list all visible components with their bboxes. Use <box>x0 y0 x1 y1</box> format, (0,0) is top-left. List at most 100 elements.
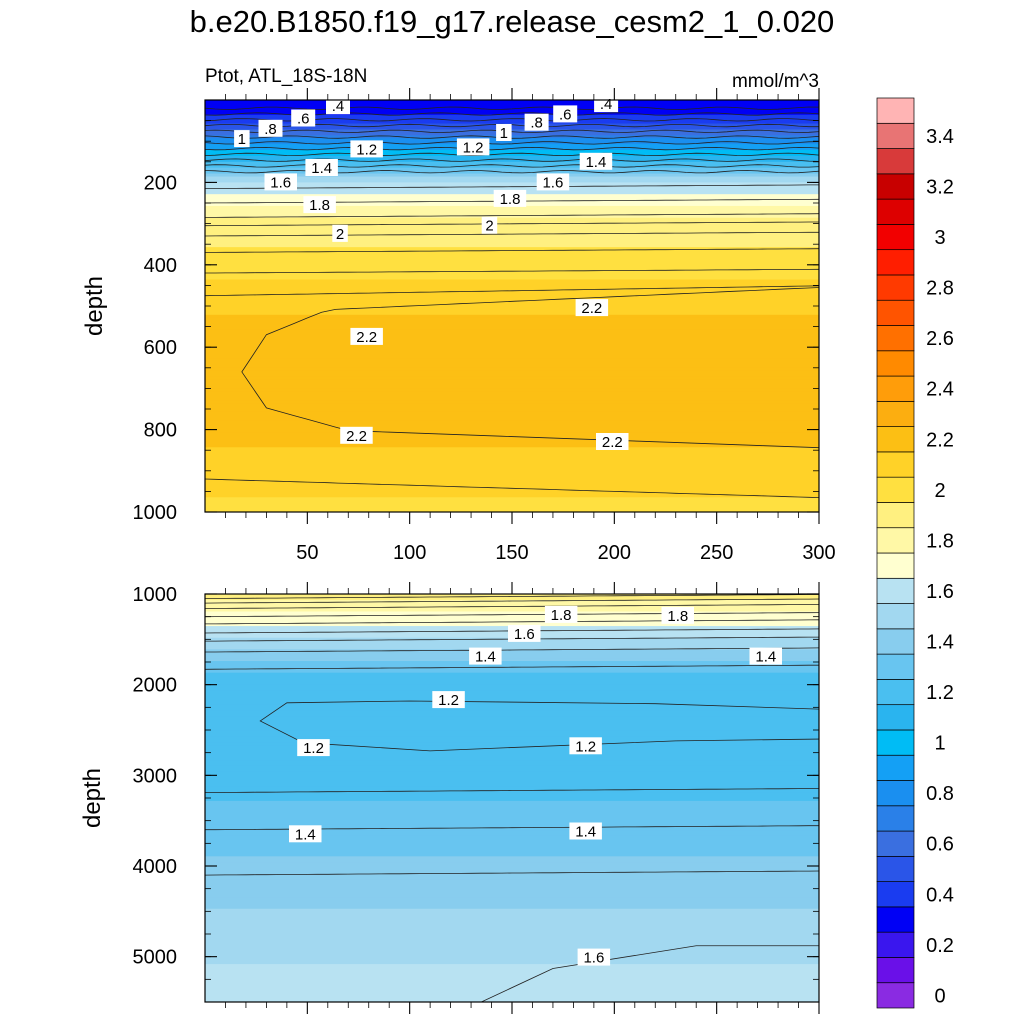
colorbar-tick-label: 3.4 <box>926 126 954 148</box>
contour-label-text: 1.8 <box>309 197 330 214</box>
contour-label: 1 <box>496 124 512 142</box>
contour-label-text: 1.2 <box>303 740 324 757</box>
contour-label: 1.4 <box>569 822 602 841</box>
contour-label: 1.4 <box>749 647 782 666</box>
contour-label: .8 <box>258 119 283 138</box>
y-tick-label: 800 <box>144 420 177 442</box>
chart-subtitle-units: mmol/m^3 <box>732 71 819 92</box>
contour-label-text: 2.2 <box>581 300 602 317</box>
colorbar-swatch <box>876 426 915 453</box>
colorbar-swatch <box>876 375 915 402</box>
y-tick-label: 600 <box>144 337 177 359</box>
contour-label-text: 1.2 <box>463 139 484 156</box>
colorbar-swatch <box>876 729 915 756</box>
lower-panel: 1.8 1.8 1.6 1.4 1.4 1.2 1.2 1.2 1.4 1.4 1.6 1000 20… <box>79 582 820 1014</box>
contour-label-text: 1 <box>500 125 508 142</box>
y-tick-label: 1000 <box>133 584 178 606</box>
colorbar-swatch <box>876 400 915 427</box>
colorbar-swatch <box>876 982 915 1009</box>
colorbar-swatch <box>876 122 915 149</box>
contour-label-text: .4 <box>600 96 613 113</box>
colorbar-tick-label: 2.8 <box>926 278 954 300</box>
contour-label: 1.8 <box>303 196 336 214</box>
y-tick-label: 3000 <box>133 765 178 787</box>
colorbar-tick-label: 1.4 <box>926 632 954 654</box>
chart-subtitle-variable: Ptot, ATL_18S-18N <box>205 66 367 87</box>
contour-label: 1.8 <box>544 605 578 624</box>
colorbar-swatch <box>876 653 915 680</box>
colorbar-swatch <box>876 704 915 731</box>
contour-label-text: 1.8 <box>667 608 688 625</box>
colorbar-swatch <box>876 957 915 984</box>
contour-label-text: 2.2 <box>346 428 367 445</box>
contour-label: .4 <box>326 97 350 115</box>
colorbar-swatch <box>876 249 915 276</box>
colorbar-swatch <box>876 224 915 251</box>
upper-y-axis-label: depth <box>81 276 108 336</box>
contour-label: .6 <box>553 105 578 123</box>
colorbar-swatch <box>876 679 915 706</box>
lower-contour-labels: 1.8 1.8 1.6 1.4 1.4 1.2 1.2 1.2 1.4 1.4 1.6 <box>289 605 782 967</box>
contour-label: 2.2 <box>575 299 609 317</box>
y-tick-label: 400 <box>144 255 177 277</box>
contour-label-text: .6 <box>297 111 310 128</box>
contour-label-text: .4 <box>332 98 345 115</box>
upper-panel: .4 .6 .8 1 1.2 1.4 1.6 1.8 2 2.2 2.2 .4 .6 .8 1 1.2 1.4 1… <box>81 88 836 564</box>
contour-label: 1.8 <box>493 189 527 208</box>
y-tick-label: 4000 <box>133 856 178 878</box>
contour-label: 2.2 <box>596 433 629 451</box>
contour-label: 1.6 <box>577 948 611 967</box>
contour-label-text: 1 <box>238 131 246 148</box>
colorbar-swatch <box>876 754 915 781</box>
contour-label: 1.4 <box>579 152 613 171</box>
contour-label: 1.4 <box>305 159 338 177</box>
colorbar-swatch <box>876 325 915 352</box>
colorbar-swatch <box>876 906 915 933</box>
contour-label-text: 2.2 <box>356 329 377 346</box>
colorbar-tick-label: 1.8 <box>926 530 954 552</box>
contour-label: 2.2 <box>350 327 383 346</box>
contour-label: 1.2 <box>432 691 465 709</box>
contour-label-text: 2 <box>336 226 344 243</box>
contour-label-text: 1.8 <box>551 607 572 624</box>
upper-contour-labels: .4 .6 .8 1 1.2 1.4 1.6 1.8 2 2.2 2.2 .4 .6 .8 1 1.2 1.4 1… <box>234 95 629 451</box>
contour-label: 1.8 <box>661 606 694 625</box>
colorbar: 0 0.2 0.4 0.6 0.8 1 1.2 1.4 1.6 1.8 2 2.2 2.4 2.6 2.8 3… <box>876 97 954 1009</box>
contour-label: .6 <box>291 109 316 128</box>
upper-contour-fill <box>205 100 819 512</box>
contour-label-text: 2 <box>485 218 493 235</box>
y-tick-label: 200 <box>144 172 177 194</box>
x-tick-label: 100 <box>393 542 426 564</box>
colorbar-swatch <box>876 931 915 958</box>
colorbar-tick-label: 3 <box>934 227 945 249</box>
colorbar-swatch <box>876 552 915 579</box>
contour-label: 1.2 <box>297 739 330 757</box>
x-tick-label: 150 <box>495 542 528 564</box>
lower-contour-lines <box>205 594 819 1002</box>
colorbar-tick-label: 2.2 <box>926 429 954 451</box>
colorbar-swatch <box>876 628 915 655</box>
contour-label: 1.4 <box>289 825 322 843</box>
upper-contour-lines <box>205 106 819 498</box>
colorbar-tick-label: 0.6 <box>926 834 954 856</box>
contour-label-text: 1.2 <box>356 141 377 158</box>
contour-label: 1.2 <box>350 140 383 158</box>
contour-label-text: 1.8 <box>500 191 521 208</box>
contour-label: 2 <box>332 224 348 243</box>
colorbar-swatch <box>876 855 915 882</box>
contour-label-text: 1.4 <box>755 649 776 666</box>
contour-label-text: .6 <box>559 106 572 123</box>
contour-label-text: 1.4 <box>575 824 596 841</box>
lower-y-axis-label: depth <box>79 768 106 828</box>
colorbar-swatch <box>876 881 915 908</box>
contour-label-text: .8 <box>530 115 543 132</box>
contour-label-text: 1.4 <box>585 154 606 171</box>
colorbar-swatch <box>876 350 915 377</box>
colorbar-swatch <box>876 577 915 604</box>
colorbar-swatch <box>876 198 915 225</box>
x-tick-label: 200 <box>598 542 631 564</box>
x-tick-label: 250 <box>700 542 733 564</box>
colorbar-swatch <box>876 148 915 175</box>
contour-label-text: .8 <box>264 121 277 138</box>
